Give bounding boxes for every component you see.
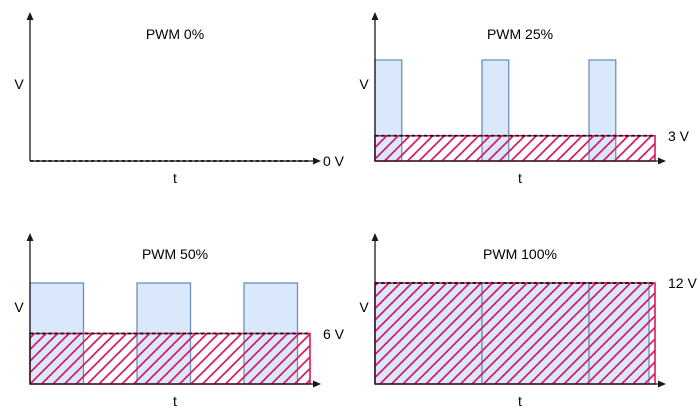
pwm-panel-0-percent: PWM 0% V t 0 V (0, 0, 350, 207)
average-voltage-label: 3 V (668, 127, 690, 144)
y-axis-label: V (359, 299, 369, 315)
x-axis-label: t (518, 170, 522, 186)
pwm-panel-50-percent: PWM 50% V t 6 V (0, 207, 350, 414)
panel-title: PWM 50% (141, 246, 209, 262)
pwm-waveform-plot-1 (371, 12, 666, 165)
pwm-waveform-plot-3 (371, 233, 666, 388)
x-axis-label: t (173, 170, 177, 186)
panel-title: PWM 100% (483, 246, 557, 262)
pwm-panel-25-percent: PWM 25% V t 3 V (350, 0, 700, 207)
y-axis-label: V (14, 76, 24, 92)
average-voltage-label: 6 V (323, 325, 345, 342)
y-axis-label: V (359, 76, 369, 92)
panel-title: PWM 25% (486, 26, 554, 42)
pwm-panel-100-percent: PWM 100% V t 12 V (350, 207, 700, 414)
panel-title: PWM 0% (145, 26, 205, 42)
x-axis-label: t (173, 393, 177, 409)
pwm-waveform-plot-2 (26, 233, 321, 388)
average-voltage-label: 12 V (668, 275, 697, 291)
x-axis-label: t (518, 393, 522, 409)
average-voltage-label: 0 V (323, 153, 345, 169)
pwm-waveform-plot-0 (26, 12, 321, 165)
y-axis-label: V (14, 299, 24, 315)
